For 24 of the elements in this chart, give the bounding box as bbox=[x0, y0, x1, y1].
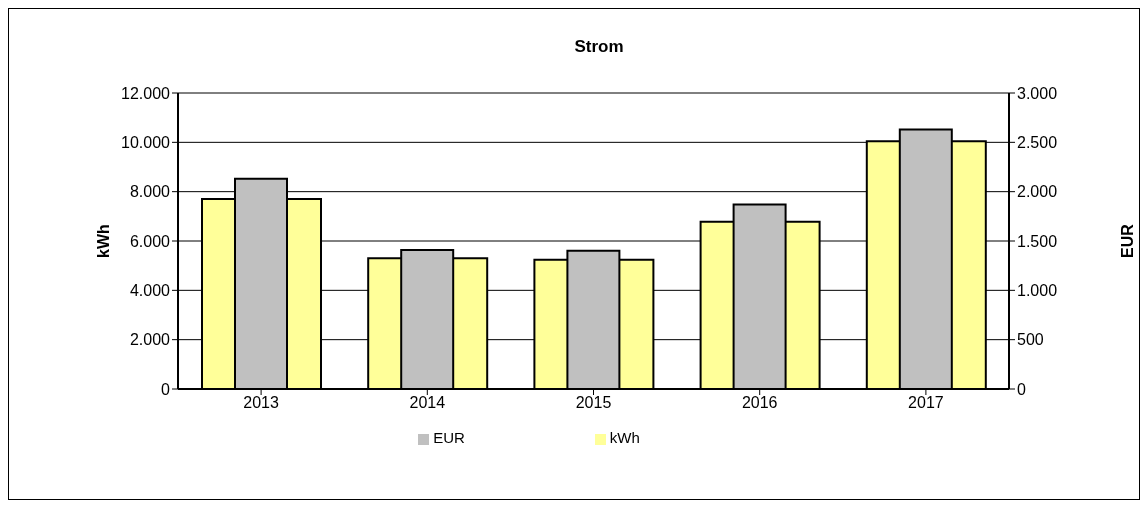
legend-label: kWh bbox=[609, 429, 640, 446]
legend-label: EUR bbox=[433, 429, 465, 446]
y-tick-label: 2.000 bbox=[129, 331, 171, 349]
x-tick-label: 2014 bbox=[409, 394, 446, 412]
x-tick-label: 2017 bbox=[908, 394, 944, 412]
y2-axis-title: EUR bbox=[1118, 223, 1136, 258]
x-tick-label: 2015 bbox=[575, 394, 612, 412]
x-tick-label: 2013 bbox=[243, 394, 279, 412]
y-tick-label: 4.000 bbox=[129, 282, 171, 300]
chart-title: Strom bbox=[573, 37, 625, 57]
y2-tick-label: 0 bbox=[1017, 380, 1026, 398]
y-tick-label: 12.000 bbox=[121, 84, 171, 102]
y2-tick-label: 1.500 bbox=[1017, 232, 1058, 250]
y2-tick-label: 500 bbox=[1017, 331, 1044, 349]
y-axis-title: kWh bbox=[94, 224, 112, 258]
y2-tick-label: 1.000 bbox=[1017, 282, 1058, 300]
x-tick-label: 2016 bbox=[741, 394, 778, 412]
y-tick-label: 8.000 bbox=[129, 183, 171, 201]
y-tick-label: 10.000 bbox=[121, 134, 171, 152]
y2-tick-label: 2.500 bbox=[1017, 134, 1058, 152]
y-tick-label: 6.000 bbox=[129, 232, 171, 250]
y-tick-label: 0 bbox=[161, 380, 171, 398]
y2-tick-label: 2.000 bbox=[1017, 183, 1058, 201]
y2-tick-label: 3.000 bbox=[1017, 84, 1058, 102]
